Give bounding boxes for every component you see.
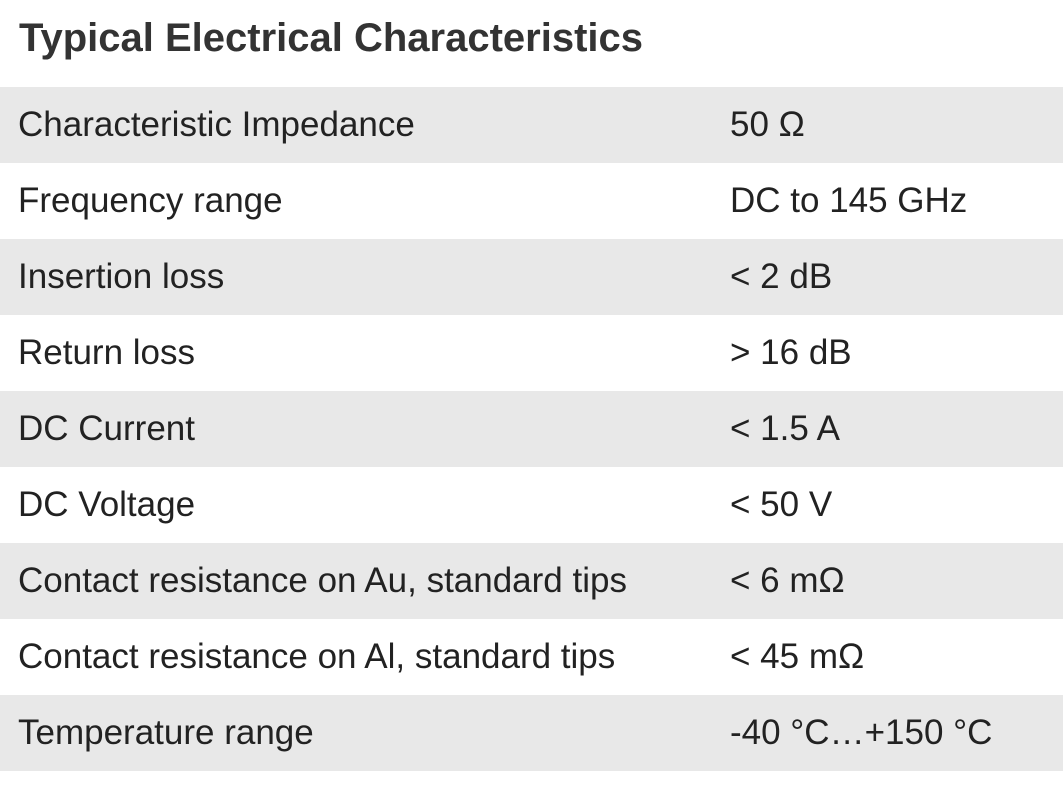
table-row: Contact resistance on Al, standard tips … [0, 619, 1063, 695]
parameter-cell: Characteristic Impedance [18, 105, 415, 144]
value-cell: > 16 dB [730, 333, 852, 372]
parameter-cell: Return loss [18, 333, 196, 372]
table-row: Insertion loss < 2 dB [0, 239, 1063, 315]
parameter-cell: Contact resistance on Al, standard tips [18, 637, 616, 676]
value-cell: < 45 mΩ [730, 637, 865, 676]
value-cell: -40 °C…+150 °C [730, 713, 993, 752]
table-row: Characteristic Impedance 50 Ω [0, 87, 1063, 163]
table-row: DC Voltage < 50 V [0, 467, 1063, 543]
parameter-cell: Temperature range [18, 713, 314, 752]
parameter-cell: DC Current [18, 409, 195, 448]
characteristics-table: Characteristic Impedance 50 Ω Frequency … [0, 87, 1063, 771]
table-row: Return loss > 16 dB [0, 315, 1063, 391]
value-cell: DC to 145 GHz [730, 181, 968, 220]
table-row: Temperature range -40 °C…+150 °C [0, 695, 1063, 771]
parameter-cell: Contact resistance on Au, standard tips [18, 561, 627, 600]
page-title: Typical Electrical Characteristics [19, 16, 644, 60]
table-row: DC Current < 1.5 A [0, 391, 1063, 467]
value-cell: < 2 dB [730, 257, 833, 296]
table-row: Frequency range DC to 145 GHz [0, 163, 1063, 239]
value-cell: < 6 mΩ [730, 561, 845, 600]
value-cell: < 1.5 A [730, 409, 840, 448]
parameter-cell: Frequency range [18, 181, 283, 220]
table-row: Contact resistance on Au, standard tips … [0, 543, 1063, 619]
parameter-cell: DC Voltage [18, 485, 196, 524]
parameter-cell: Insertion loss [18, 257, 225, 296]
value-cell: < 50 V [730, 485, 833, 524]
value-cell: 50 Ω [730, 105, 805, 144]
